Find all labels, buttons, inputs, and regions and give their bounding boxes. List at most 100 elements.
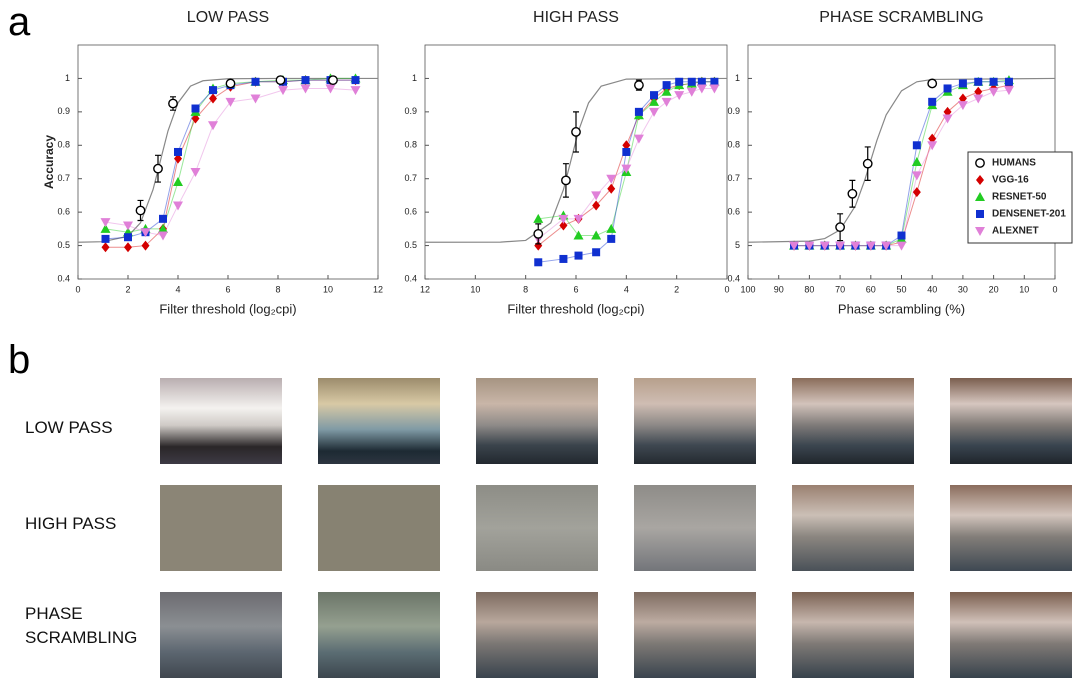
marker bbox=[865, 241, 876, 251]
x-tick-label: 2 bbox=[125, 284, 130, 294]
marker bbox=[989, 77, 998, 86]
image-thumbnail bbox=[160, 485, 282, 571]
marker bbox=[592, 248, 601, 257]
marker bbox=[208, 121, 218, 131]
x-tick-label: 4 bbox=[624, 284, 629, 294]
marker bbox=[911, 171, 922, 181]
marker bbox=[607, 183, 616, 194]
marker bbox=[1004, 77, 1013, 86]
marker bbox=[158, 231, 168, 241]
panel-label: b bbox=[8, 338, 31, 382]
marker bbox=[634, 107, 643, 116]
charts: LOW PASS Filter threshold (log₂cpi) Accura… bbox=[42, 9, 1073, 316]
x-tick-label: 60 bbox=[866, 284, 876, 294]
y-tick-label: 0.5 bbox=[404, 240, 417, 250]
y-tick-label: 0.5 bbox=[57, 240, 70, 250]
marker bbox=[101, 242, 110, 253]
x-tick-label: 10 bbox=[323, 284, 333, 294]
marker bbox=[559, 254, 568, 263]
y-tick-label: 0.7 bbox=[404, 173, 417, 183]
legend-label: HUMANS bbox=[992, 158, 1036, 169]
marker bbox=[649, 107, 660, 117]
marker bbox=[662, 81, 671, 90]
row-label: PHASE SCRAMBLING bbox=[25, 604, 138, 647]
y-tick-label: 5 bbox=[735, 240, 740, 250]
x-tick-label: 90 bbox=[774, 284, 784, 294]
image-thumbnail bbox=[950, 592, 1072, 678]
marker bbox=[191, 113, 200, 124]
marker bbox=[573, 214, 584, 224]
y-tick-label: 1 bbox=[412, 73, 417, 83]
legend-label: DENSENET-201 bbox=[992, 209, 1066, 220]
y-tick-label: 0.4 bbox=[727, 273, 740, 283]
x-tick-label: 2 bbox=[674, 284, 679, 294]
marker bbox=[988, 87, 999, 97]
marker bbox=[710, 77, 719, 86]
marker bbox=[533, 228, 544, 239]
marker bbox=[123, 221, 133, 231]
y-tick-label: 0.4 bbox=[404, 273, 417, 283]
y-axis-label: Accuracy bbox=[42, 135, 56, 189]
marker bbox=[168, 98, 178, 109]
marker bbox=[141, 240, 150, 251]
marker bbox=[928, 133, 937, 144]
y-tick-label: 0.6 bbox=[404, 207, 417, 217]
x-tick-label: 8 bbox=[275, 284, 280, 294]
marker bbox=[650, 91, 659, 100]
x-tick-label: 100 bbox=[740, 284, 755, 294]
marker bbox=[558, 214, 569, 224]
marker bbox=[675, 77, 684, 86]
marker bbox=[153, 163, 163, 174]
image-thumbnail bbox=[318, 485, 440, 571]
marker bbox=[100, 223, 111, 233]
image-thumbnail bbox=[792, 378, 914, 464]
marker bbox=[101, 234, 110, 243]
y-tick-label: 0.9 bbox=[404, 106, 417, 116]
image-thumbnail bbox=[792, 592, 914, 678]
x-tick-label: 50 bbox=[896, 284, 906, 294]
marker bbox=[174, 147, 182, 156]
marker bbox=[571, 127, 581, 137]
marker bbox=[819, 241, 830, 251]
x-tick-label: 20 bbox=[989, 284, 999, 294]
y-tick-label: 0.8 bbox=[404, 140, 417, 150]
marker bbox=[328, 75, 338, 86]
x-tick-label: 12 bbox=[420, 284, 430, 294]
marker bbox=[350, 86, 361, 96]
x-tick-label: 4 bbox=[175, 284, 180, 294]
x-tick-label: 8 bbox=[523, 284, 528, 294]
marker bbox=[591, 230, 602, 240]
image-thumbnail bbox=[476, 592, 598, 678]
y-tick-label: 0.8 bbox=[57, 140, 70, 150]
x-axis-label: Filter threshold (log₂cpi) bbox=[159, 301, 296, 316]
y-tick-label: 0.9 bbox=[727, 106, 740, 116]
marker bbox=[209, 93, 217, 104]
marker bbox=[209, 86, 217, 95]
legend-label: ALEXNET bbox=[992, 226, 1039, 237]
marker bbox=[633, 134, 644, 144]
marker bbox=[533, 213, 544, 223]
marker bbox=[573, 230, 584, 240]
marker bbox=[709, 84, 720, 94]
image-thumbnail bbox=[160, 378, 282, 464]
y-tick-label: 0.6 bbox=[57, 207, 70, 217]
x-tick-label: 70 bbox=[835, 284, 845, 294]
marker bbox=[622, 147, 631, 156]
marker bbox=[140, 228, 151, 238]
marker bbox=[275, 75, 286, 86]
marker bbox=[835, 241, 846, 251]
marker bbox=[687, 77, 696, 86]
x-tick-label: 0 bbox=[724, 284, 729, 294]
marker bbox=[912, 187, 921, 198]
marker bbox=[927, 78, 938, 89]
marker bbox=[862, 158, 873, 169]
marker bbox=[697, 77, 706, 86]
marker bbox=[534, 258, 543, 267]
marker bbox=[847, 188, 858, 199]
marker bbox=[591, 191, 602, 201]
marker bbox=[974, 86, 983, 97]
x-tick-label: 0 bbox=[1052, 284, 1057, 294]
marker bbox=[974, 77, 983, 86]
x-tick-label: 12 bbox=[373, 284, 383, 294]
